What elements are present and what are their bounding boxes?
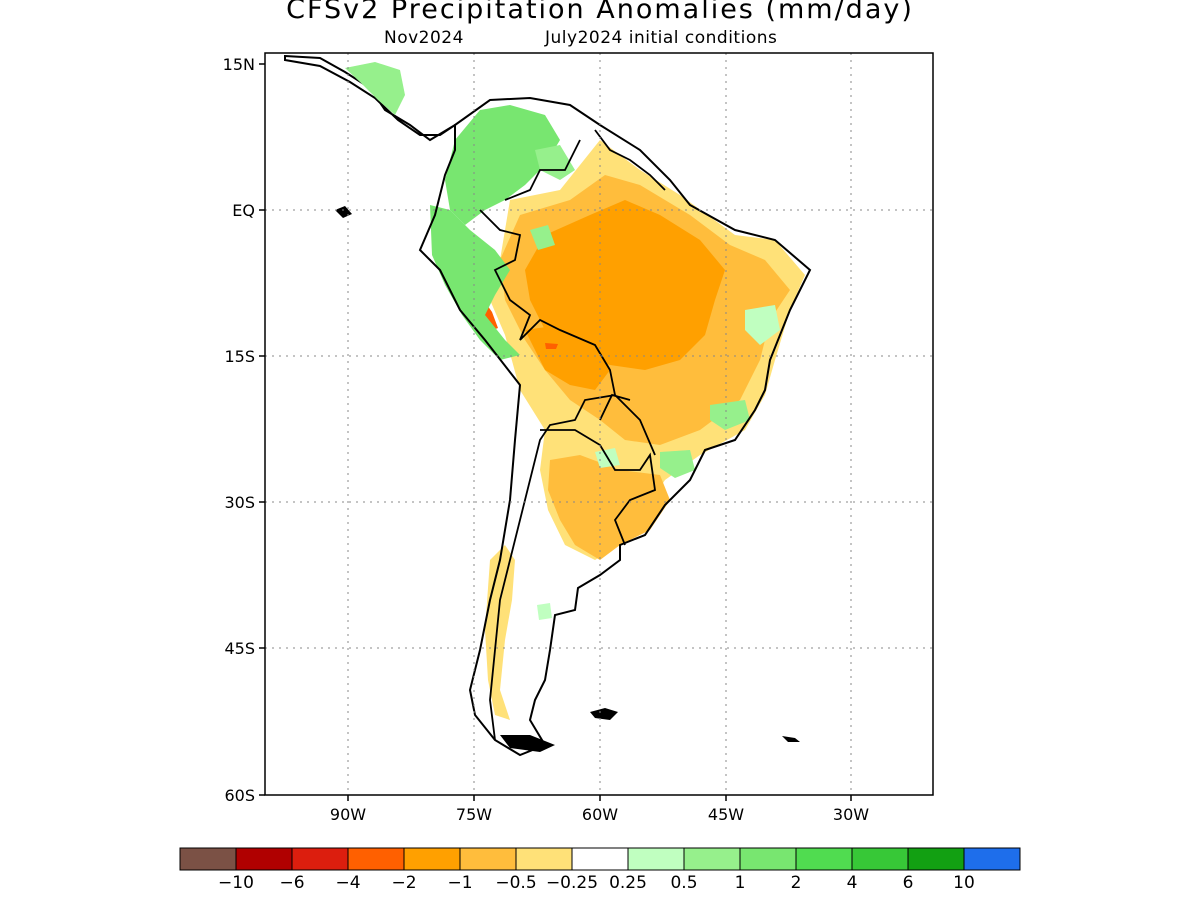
colorbar-label-6: −0.25 [546, 873, 598, 893]
colorbar-label-10: 2 [791, 873, 802, 893]
anomaly-positive-patagonia [537, 603, 552, 620]
anomaly-negative-strong-amazon [525, 200, 725, 370]
colorbar-swatch-4 [403, 847, 461, 871]
colorbar-label-9: 1 [735, 873, 746, 893]
lat-label-30s: 30S [224, 493, 255, 512]
colorbar-swatch-5 [459, 847, 517, 871]
colorbar-swatch-9 [683, 847, 741, 871]
colorbar-label-5: −0.5 [495, 873, 536, 893]
colorbar: −10 −6 −4 −2 −1 −0.5 −0.25 0.25 0.5 1 2 4 6 10 [179, 847, 1021, 893]
south-georgia [782, 736, 800, 742]
colorbar-swatch-2 [291, 847, 349, 871]
colorbar-label-12: 6 [903, 873, 914, 893]
anomaly-positive-central-america [345, 62, 405, 115]
colorbar-swatch-1 [235, 847, 293, 871]
colorbar-swatch-3 [347, 847, 405, 871]
colorbar-swatch-10 [739, 847, 797, 871]
colorbar-label-4: −1 [447, 873, 472, 893]
anomaly-negative-peak-bolivia [545, 343, 558, 349]
colorbar-swatch-14 [963, 847, 1021, 871]
colorbar-swatch-13 [907, 847, 965, 871]
anomaly-negative-strong-bolivia [525, 325, 610, 390]
anomaly-positive-nordeste [745, 305, 780, 345]
colorbar-swatch-12 [851, 847, 909, 871]
colorbar-swatch-0 [179, 847, 237, 871]
lon-label-90w: 90W [330, 805, 366, 824]
anomaly-negative-moderate-parana [548, 455, 670, 560]
lat-label-eq: EQ [232, 201, 255, 220]
anomaly-positive-ecuador-peru [430, 205, 520, 360]
colorbar-label-8: 0.5 [670, 873, 697, 893]
lat-label-15s: 15S [224, 347, 255, 366]
map-frame [264, 52, 934, 796]
anomaly-positive-acre [530, 225, 555, 250]
colorbar-swatch-11 [795, 847, 853, 871]
anomaly-positive-venezuela [535, 145, 575, 180]
map-content [284, 54, 812, 757]
colorbar-swatch-8 [627, 847, 685, 871]
lon-label-45w: 45W [708, 805, 744, 824]
lat-label-60s: 60S [224, 786, 255, 805]
coastline-south-america [418, 96, 812, 757]
colorbar-label-13: 10 [953, 873, 975, 893]
map-title: CFSv2 Precipitation Anomalies (mm/day) [286, 0, 914, 25]
lon-label-60w: 60W [582, 805, 618, 824]
lat-label-15n: 15N [223, 55, 255, 74]
lat-label-45s: 45S [224, 639, 255, 658]
initial-conditions: July2024 initial conditions [545, 28, 778, 48]
tierra-del-fuego [500, 735, 555, 752]
colorbar-label-2: −4 [335, 873, 360, 893]
lon-label-30w: 30W [833, 805, 869, 824]
latitude-axis [259, 63, 265, 796]
anomaly-positive-southeast [660, 450, 695, 478]
colorbar-label-7: 0.25 [609, 873, 647, 893]
anomaly-positive-minas [710, 400, 750, 430]
colorbar-swatch-6 [515, 847, 573, 871]
country-borders [479, 129, 666, 741]
lon-label-75w: 75W [456, 805, 492, 824]
colorbar-label-0: −10 [218, 873, 254, 893]
falkland-islands [590, 708, 618, 720]
colorbar-label-1: −6 [279, 873, 304, 893]
colorbar-swatch-7 [571, 847, 629, 871]
colorbar-label-3: −2 [391, 873, 416, 893]
forecast-month: Nov2024 [384, 28, 464, 48]
graticule [265, 53, 933, 795]
longitude-axis [347, 795, 852, 801]
colorbar-label-11: 4 [847, 873, 858, 893]
